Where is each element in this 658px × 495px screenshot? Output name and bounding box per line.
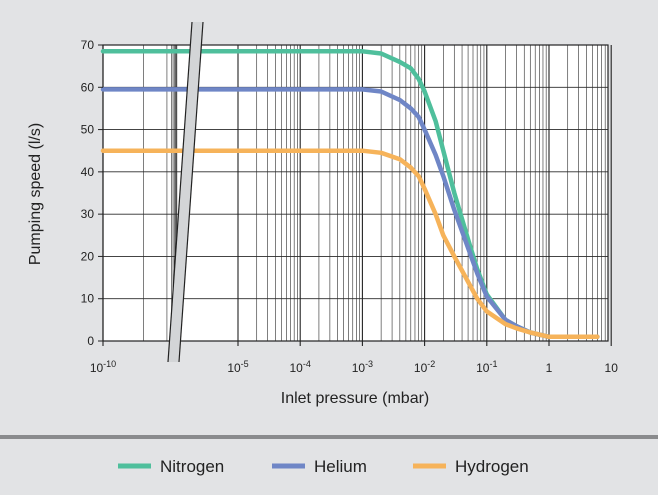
axis-break-fill <box>168 22 203 362</box>
plot-frame <box>102 44 609 342</box>
legend-label-helium: Helium <box>314 457 367 476</box>
x-tick-label: 1 <box>546 361 553 375</box>
x-axis-label: Inlet pressure (mbar) <box>281 390 430 407</box>
y-tick-label: 0 <box>87 334 94 348</box>
x-tick-label: 10-2 <box>414 359 435 375</box>
x-tick-label: 10 <box>605 361 619 375</box>
axis-break-mark <box>167 21 204 363</box>
y-tick-label: 40 <box>81 165 95 179</box>
legend-divider <box>0 435 658 439</box>
y-tick-label: 50 <box>81 123 95 137</box>
series-line-hydrogen <box>100 148 600 340</box>
x-axis-ticks: 10-10 10-5 10-4 10-3 10-2 10-1 1 10 <box>90 359 618 375</box>
y-tick-label: 20 <box>81 249 95 263</box>
x-tick-label: 10-1 <box>476 359 497 375</box>
y-axis-ticks: 0 10 20 30 40 50 60 70 <box>81 38 103 348</box>
y-tick-label: 10 <box>81 292 95 306</box>
x-tick-label: 10-3 <box>352 359 373 375</box>
legend-label-nitrogen: Nitrogen <box>160 457 224 476</box>
legend-area <box>0 439 658 490</box>
axis-break-line <box>167 21 193 363</box>
x-tick-label: 10-5 <box>227 359 248 375</box>
x-tick-label: 10-4 <box>290 359 311 375</box>
legend-label-hydrogen: Hydrogen <box>455 457 529 476</box>
axis-break-line <box>178 21 204 363</box>
x-tick-label: 10-10 <box>90 359 116 375</box>
legend: Nitrogen Helium Hydrogen <box>118 457 529 476</box>
y-tick-label: 70 <box>81 38 95 52</box>
data-series <box>100 49 600 340</box>
y-tick-label: 30 <box>81 207 95 221</box>
y-axis-label: Pumping speed (l/s) <box>27 123 44 265</box>
y-tick-label: 60 <box>81 80 95 94</box>
